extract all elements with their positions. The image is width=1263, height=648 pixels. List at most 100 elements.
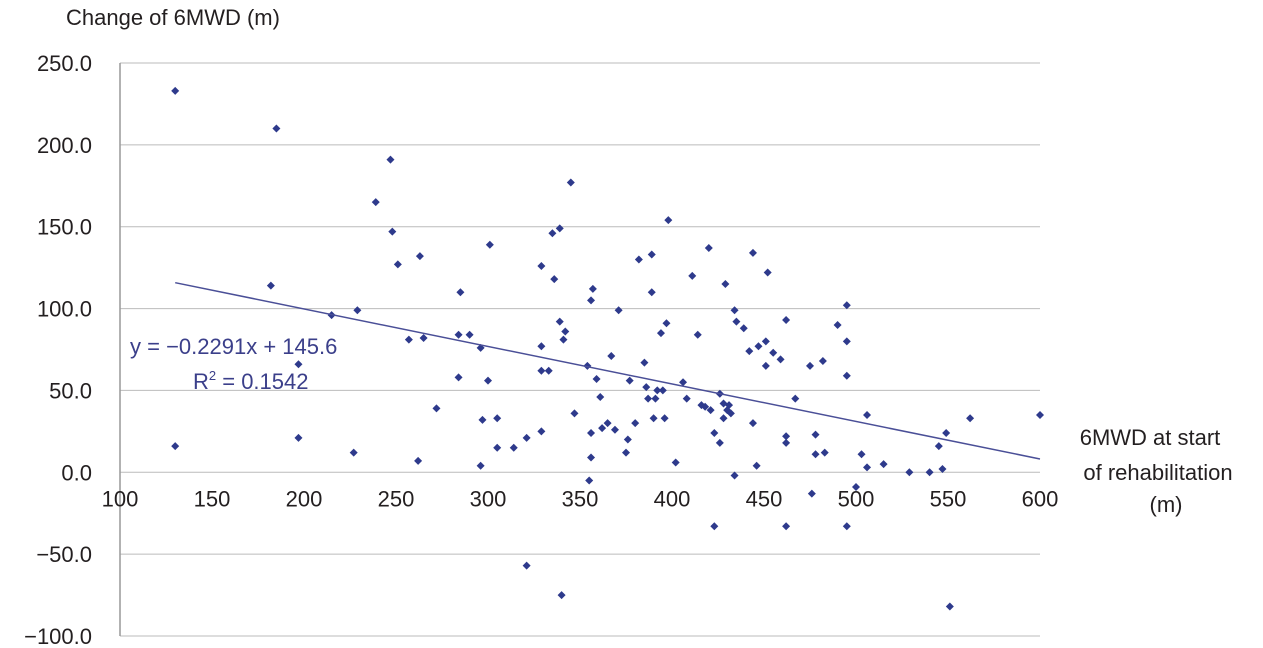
data-point [966,414,975,423]
data-point [820,448,829,457]
data-point [522,433,531,442]
x-tick-label: 600 [1022,486,1059,511]
data-point [761,361,770,370]
r-squared-label: R2 = 0.1542 [193,368,309,394]
data-point [537,262,546,271]
x-axis-label-line-3: (m) [1150,492,1183,517]
data-point [934,442,943,451]
data-point [782,316,791,325]
y-axis-label: Change of 6MWD (m) [66,5,280,30]
x-tick-label: 300 [470,486,507,511]
data-point [706,406,715,415]
r-squared-value: = 0.1542 [216,369,308,394]
data-point [509,443,518,452]
data-point [732,317,741,326]
data-point [905,468,914,477]
data-point [561,327,570,336]
data-point [419,334,428,343]
data-point [818,356,827,365]
data-point [614,306,623,315]
data-point [642,383,651,392]
x-axis-label-line-2: of rehabilitation [1083,460,1232,485]
data-point [726,409,735,418]
data-point [596,392,605,401]
data-point [842,522,851,531]
x-tick-label: 150 [194,486,231,511]
data-point [555,224,564,233]
data-point [353,306,362,315]
data-point [478,415,487,424]
x-axis-label-line-1: 6MWD at start [1080,425,1221,450]
data-point [644,394,653,403]
data-point [272,124,281,133]
data-point [454,330,463,339]
data-point [414,456,423,465]
data-point [647,250,656,259]
data-point [583,361,592,370]
data-point [656,329,665,338]
data-point [721,280,730,289]
data-point [938,465,947,474]
data-point [404,335,413,344]
y-tick-label: 200.0 [37,133,92,158]
data-point [752,461,761,470]
data-point [842,301,851,310]
data-point [710,522,719,531]
data-point [748,248,757,257]
data-point [622,448,630,457]
data-point [587,296,596,305]
trendline [175,281,1041,460]
data-point [566,178,575,187]
data-point [782,438,791,447]
data-point [587,428,596,437]
x-tick-label: 350 [562,486,599,511]
y-tick-label: −100.0 [24,624,92,648]
data-point [349,448,358,457]
data-point [761,337,770,346]
data-point [548,229,557,238]
x-tick-label: 100 [102,486,139,511]
data-point [942,428,951,437]
data-point [484,376,492,385]
data-point [863,410,872,419]
data-point [754,342,763,351]
data-point [371,198,380,207]
data-point [811,430,820,439]
data-point [610,425,619,434]
data-point [415,252,424,261]
x-tick-label: 450 [746,486,783,511]
data-point [658,386,667,395]
y-tick-label: 0.0 [61,460,92,485]
y-tick-label: −50.0 [36,542,92,567]
data-point [807,489,816,498]
y-tick-label: 150.0 [37,215,92,240]
data-point [679,378,688,387]
data-point [465,330,474,339]
data-point [842,337,851,346]
data-point [730,471,739,480]
data-point [715,438,724,447]
data-point [710,428,719,437]
data-point [664,216,673,225]
data-point [598,424,607,433]
data-point [537,342,546,351]
data-point [739,324,748,333]
x-tick-label: 250 [378,486,415,511]
data-point [493,443,502,452]
data-points [171,86,1044,611]
data-point [653,386,662,395]
data-point [745,347,754,356]
data-point [719,414,728,423]
y-tick-label: 250.0 [37,51,92,76]
data-point [647,288,656,297]
data-point [456,288,465,297]
data-point [393,260,402,269]
data-point [945,602,954,611]
data-point [833,320,842,329]
data-point [386,155,395,164]
data-point [625,376,634,385]
data-point [266,281,275,290]
data-point [522,561,531,570]
data-point [660,414,669,423]
data-point [432,404,441,413]
